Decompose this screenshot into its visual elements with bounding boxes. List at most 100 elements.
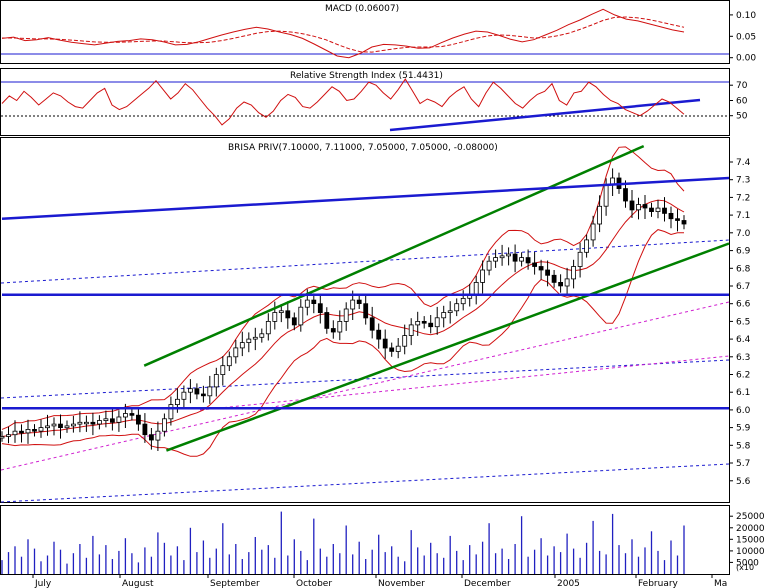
y-tick-label: 20000: [736, 524, 765, 534]
y-tick-label: 5.7: [736, 459, 750, 469]
price-candle: [428, 322, 434, 328]
price-candle: [506, 253, 512, 257]
price-candle: [0, 436, 5, 439]
price-candle: [71, 423, 76, 427]
y-tick-label: 5.6: [736, 477, 751, 487]
rsi-trendline: [389, 98, 701, 132]
price-candle: [389, 347, 395, 352]
price-candle: [538, 266, 544, 271]
price-candle: [629, 200, 635, 211]
price-candle: [194, 388, 200, 395]
price-candle: [499, 255, 505, 259]
panel-frames: [0, 0, 730, 575]
price-title: BRISA PRIV(7.10000, 7.11000, 7.05000, 7.…: [228, 143, 498, 153]
price-candle: [58, 423, 63, 429]
price-candle: [577, 251, 583, 267]
y-tick-label: 0.10: [736, 11, 756, 21]
price-candle: [148, 434, 154, 441]
y-tick-label: 7.4: [736, 158, 751, 168]
price-candle: [636, 204, 641, 211]
x-tick-label: July: [34, 579, 52, 588]
price-candle: [220, 365, 226, 376]
price-candle: [512, 253, 518, 262]
price-candle: [681, 220, 687, 225]
price-candle: [330, 328, 336, 333]
x-tick-label: November: [378, 579, 425, 588]
y-tick-label: 6.9: [736, 247, 751, 257]
y-tick-label: 6.3: [736, 353, 750, 363]
dotted-trend-3: [0, 463, 730, 503]
price-candle: [402, 335, 408, 347]
x-tick-label: Ma: [714, 579, 727, 588]
x-tick-label: August: [122, 579, 154, 588]
price-candle: [161, 418, 167, 432]
y-tick-label: 7.0: [736, 229, 751, 239]
macd-series-line: [2, 16, 685, 53]
x-tick-label: 2005: [557, 579, 580, 588]
price-candle: [454, 303, 460, 312]
y-tick-label: 7.2: [736, 193, 750, 203]
price-candle: [168, 404, 174, 420]
price-candle: [350, 299, 356, 310]
trend-line: [165, 242, 730, 452]
magenta-trend-1: [0, 301, 730, 471]
middle-band: [1, 199, 685, 437]
price-candle: [551, 274, 557, 283]
rsi-series-line: [1, 78, 685, 126]
price-candle: [272, 312, 278, 322]
y-tick-label: 50: [736, 112, 748, 122]
price-candle: [181, 391, 187, 400]
price-candle: [239, 342, 245, 349]
price-candle: [97, 420, 102, 425]
price-candle: [486, 260, 492, 271]
price-candle: [200, 393, 206, 397]
volume-multiplier-label: (x10: [736, 563, 754, 572]
x-tick-label: December: [464, 579, 511, 588]
price-candle: [376, 329, 382, 340]
price-candle: [123, 413, 128, 418]
rsi-series-group: [1, 78, 685, 126]
y-tick-label: 70: [736, 81, 748, 91]
macd-series-line: [1, 8, 685, 59]
price-candle: [603, 184, 609, 207]
price-candle: [317, 303, 323, 314]
y-tick-label: 6.2: [736, 371, 750, 381]
price-panel: [0, 137, 730, 503]
x-tick-label: February: [638, 579, 679, 588]
price-candle: [441, 312, 447, 319]
price-candle: [12, 430, 18, 436]
x-tick-label: September: [210, 579, 260, 588]
price-candle: [408, 324, 414, 336]
price-candle: [265, 320, 271, 335]
price-candle: [298, 306, 304, 326]
y-tick-label: 6.8: [736, 264, 751, 274]
price-candle: [110, 418, 115, 423]
dotted-trend-1: [0, 239, 730, 284]
macd-title: MACD (0.06007): [325, 4, 399, 14]
price-candle: [246, 338, 252, 344]
y-tick-label: 6.4: [736, 335, 751, 345]
price-candle: [571, 266, 576, 280]
price-candle: [662, 207, 667, 214]
rsi-panel: [0, 68, 730, 136]
price-candle: [84, 421, 89, 425]
price-candle: [558, 281, 563, 287]
price-candle: [356, 299, 362, 305]
y-tick-label: 25000: [736, 512, 765, 522]
y-tick-label: 0.05: [736, 32, 756, 42]
price-candle: [51, 423, 57, 427]
price-candle: [447, 310, 453, 313]
price-candle: [584, 239, 589, 253]
price-candle: [480, 269, 486, 283]
lower-band: [1, 229, 684, 457]
price-candle: [415, 320, 421, 326]
price-candle: [473, 281, 479, 296]
price-candle: [38, 427, 44, 432]
price-candle: [285, 310, 291, 319]
price-candle: [337, 320, 343, 333]
reference-lines: [1, 53, 729, 132]
rsi-title: Relative Strength Index (51.4431): [290, 71, 443, 81]
y-tick-label: 5.8: [736, 441, 751, 451]
price-candle: [324, 312, 330, 329]
